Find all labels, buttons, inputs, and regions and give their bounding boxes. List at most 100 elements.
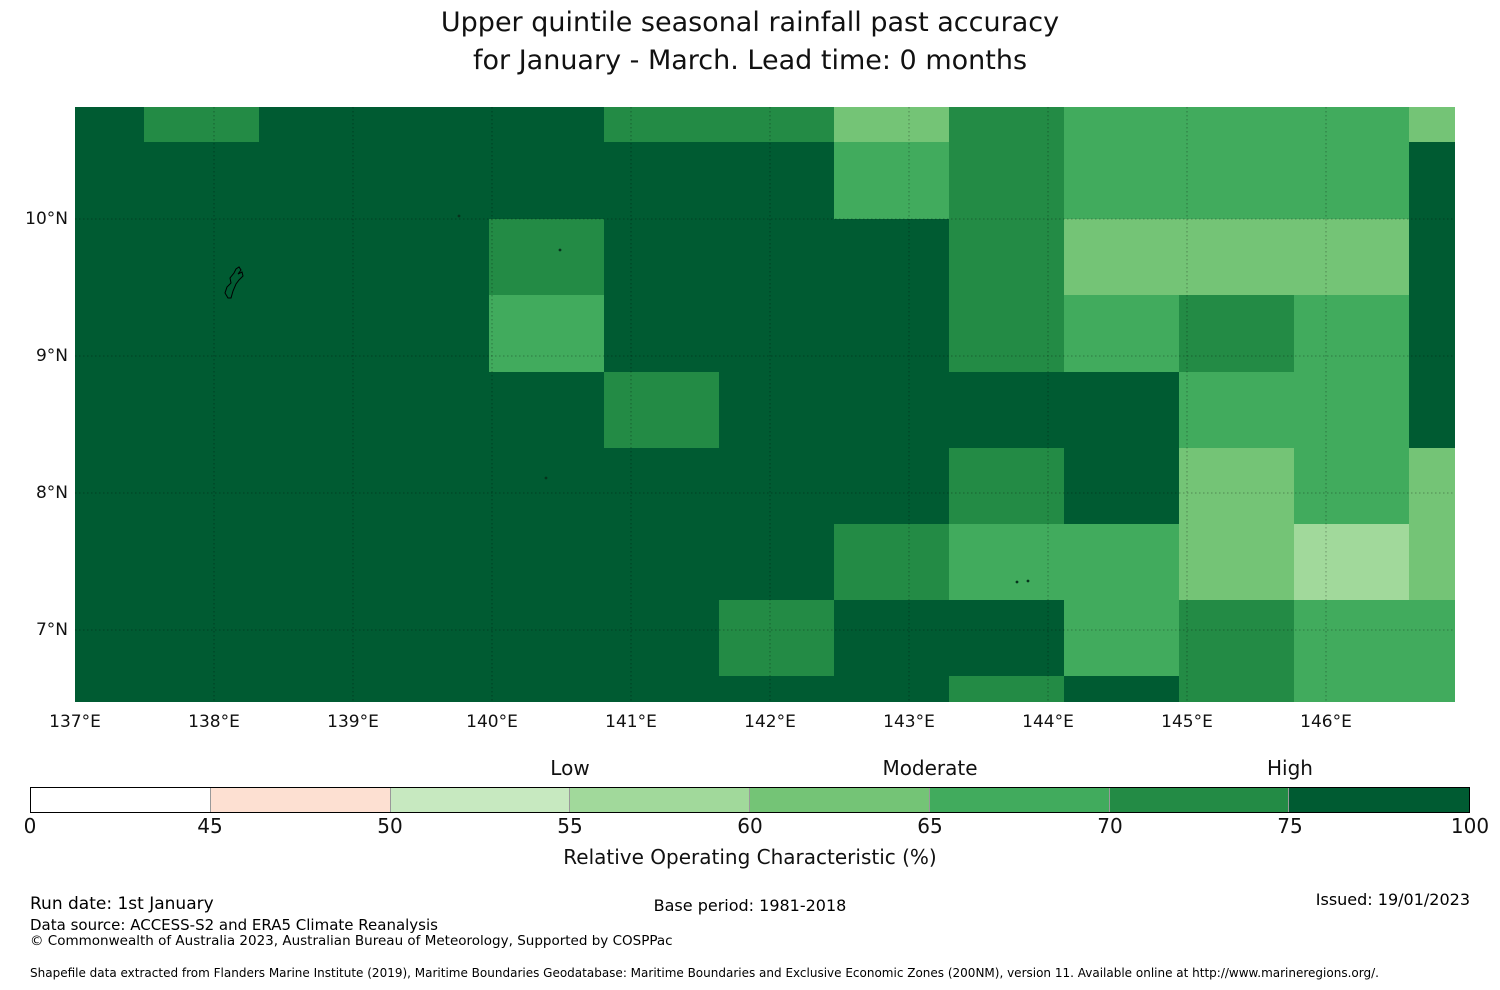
- map-cell: [949, 142, 1065, 220]
- map-cell: [949, 295, 1065, 373]
- colorbar-tick-label: 65: [917, 814, 943, 838]
- map-cell: [1409, 600, 1456, 677]
- map-cell: [259, 219, 375, 296]
- map-cell: [1064, 372, 1180, 449]
- map-cell: [949, 107, 1065, 143]
- map-cell: [834, 524, 950, 601]
- map-cell: [1294, 676, 1410, 703]
- map-cell: [604, 372, 720, 449]
- lon-tick-label: 144°E: [1022, 712, 1074, 732]
- map-cell: [834, 107, 950, 143]
- map-cell: [1409, 676, 1456, 703]
- map-cell: [719, 107, 835, 143]
- map-cell: [604, 524, 720, 601]
- map-cell: [719, 524, 835, 601]
- map-cell: [489, 107, 605, 143]
- footer-run-date: Run date: 1st January: [30, 894, 214, 914]
- footer-copyright: © Commonwealth of Australia 2023, Austra…: [30, 933, 673, 949]
- small-islet-2: [558, 248, 562, 252]
- map-cell: [1294, 295, 1410, 373]
- map-cell: [144, 295, 260, 373]
- map-cell: [374, 524, 490, 601]
- map-cell: [1409, 372, 1456, 449]
- lon-tick-label: 138°E: [188, 712, 240, 732]
- map-cell: [489, 448, 605, 525]
- map-cell: [75, 219, 145, 296]
- map-cell: [1409, 524, 1456, 601]
- map-cell: [604, 676, 720, 703]
- map-cell: [834, 600, 950, 677]
- map-cell: [489, 142, 605, 220]
- map-cell: [259, 524, 375, 601]
- map-cell: [489, 219, 605, 296]
- map-cell: [144, 142, 260, 220]
- map-cell: [75, 448, 145, 525]
- map-cell: [1409, 295, 1456, 373]
- map-cell: [75, 676, 145, 703]
- map-cell: [374, 142, 490, 220]
- chart-title: Upper quintile seasonal rainfall past ac…: [0, 4, 1500, 80]
- map-cell: [1409, 142, 1456, 220]
- map-cell: [719, 600, 835, 677]
- map-cell: [1179, 107, 1295, 143]
- map-cell: [75, 142, 145, 220]
- map-cell: [144, 372, 260, 449]
- map-cell: [1294, 107, 1410, 143]
- footer-base-period: Base period: 1981-2018: [653, 896, 847, 915]
- map-cell: [1294, 219, 1410, 296]
- map-cell: [1179, 219, 1295, 296]
- map-cell: [374, 676, 490, 703]
- colorbar-zone-label-low: Low: [550, 756, 590, 780]
- map-cell: [949, 372, 1065, 449]
- chart-title-line1: Upper quintile seasonal rainfall past ac…: [440, 7, 1060, 38]
- map-cell: [144, 600, 260, 677]
- lon-tick-label: 140°E: [466, 712, 518, 732]
- map-cell: [144, 219, 260, 296]
- lat-tick-label: 9°N: [35, 346, 68, 366]
- map-cell: [1294, 142, 1410, 220]
- map-cell: [374, 600, 490, 677]
- map-cell: [834, 372, 950, 449]
- map-cell: [1294, 372, 1410, 449]
- map-cell: [604, 295, 720, 373]
- map-cell: [949, 448, 1065, 525]
- map-cell: [949, 600, 1065, 677]
- lon-tick-label: 145°E: [1161, 712, 1213, 732]
- small-islet-4: [1015, 580, 1019, 584]
- map-cell: [1064, 524, 1180, 601]
- map-cell: [489, 524, 605, 601]
- colorbar-segment: [390, 788, 571, 812]
- map-cell: [604, 142, 720, 220]
- map-cell: [1409, 219, 1456, 296]
- map-cell: [834, 142, 950, 220]
- map-cell: [259, 448, 375, 525]
- map-cell: [834, 219, 950, 296]
- lon-tick-label: 139°E: [327, 712, 379, 732]
- small-islet-1: [457, 214, 461, 218]
- map-cell: [489, 295, 605, 373]
- map-cell: [1179, 142, 1295, 220]
- map-cell: [1179, 295, 1295, 373]
- map-cell: [374, 107, 490, 143]
- colorbar-tick-label: 55: [557, 814, 583, 838]
- lat-tick-label: 10°N: [25, 209, 68, 229]
- map-cell: [1064, 448, 1180, 525]
- colorbar-axis-label: Relative Operating Characteristic (%): [563, 845, 937, 869]
- map-cell: [75, 295, 145, 373]
- lon-tick-label: 141°E: [605, 712, 657, 732]
- map-cell: [374, 295, 490, 373]
- lon-tick-label: 142°E: [744, 712, 796, 732]
- map-cell: [374, 372, 490, 449]
- map-cell: [144, 107, 260, 143]
- map-cell: [259, 676, 375, 703]
- map-cell: [374, 219, 490, 296]
- lon-tick-label: 143°E: [883, 712, 935, 732]
- map-cell: [834, 448, 950, 525]
- map-cell: [1064, 295, 1180, 373]
- small-islet-5: [1026, 579, 1030, 583]
- map-cell: [1179, 372, 1295, 449]
- colorbar-tick-label: 60: [737, 814, 763, 838]
- map-cell: [75, 372, 145, 449]
- map-cell: [949, 524, 1065, 601]
- map-cell: [604, 448, 720, 525]
